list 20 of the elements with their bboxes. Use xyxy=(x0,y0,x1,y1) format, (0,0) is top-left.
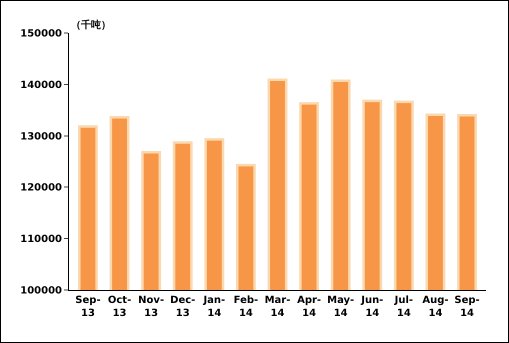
x-tick-label: May- 14 xyxy=(327,295,354,319)
x-tick-label: Dec- 13 xyxy=(170,295,196,319)
x-tick-label: Jan- 14 xyxy=(202,295,226,319)
x-tick-label: Jul- 14 xyxy=(394,295,414,319)
x-tick-label: Feb- 14 xyxy=(234,295,258,319)
y-axis-title: （千吨） xyxy=(71,19,111,31)
y-tick-label: 130000 xyxy=(20,131,62,142)
x-tick-label: Apr- 14 xyxy=(297,295,322,319)
y-tick-label: 100000 xyxy=(20,286,62,296)
x-tick-label: Mar- 14 xyxy=(264,295,290,319)
x-tick-label: Jun- 14 xyxy=(360,295,384,319)
x-tick-label: Oct- 13 xyxy=(108,295,132,319)
x-tick-label: Sep- 13 xyxy=(75,295,101,319)
y-tick-label: 110000 xyxy=(20,234,62,246)
y-tick-label: 120000 xyxy=(20,182,62,194)
y-tick-label: 150000 xyxy=(20,28,62,40)
x-tick-label: Sep- 14 xyxy=(454,295,480,319)
x-tick-label: Aug- 14 xyxy=(422,295,449,319)
x-tick-label: Nov- 13 xyxy=(138,295,164,319)
y-tick-label: 140000 xyxy=(20,80,62,91)
